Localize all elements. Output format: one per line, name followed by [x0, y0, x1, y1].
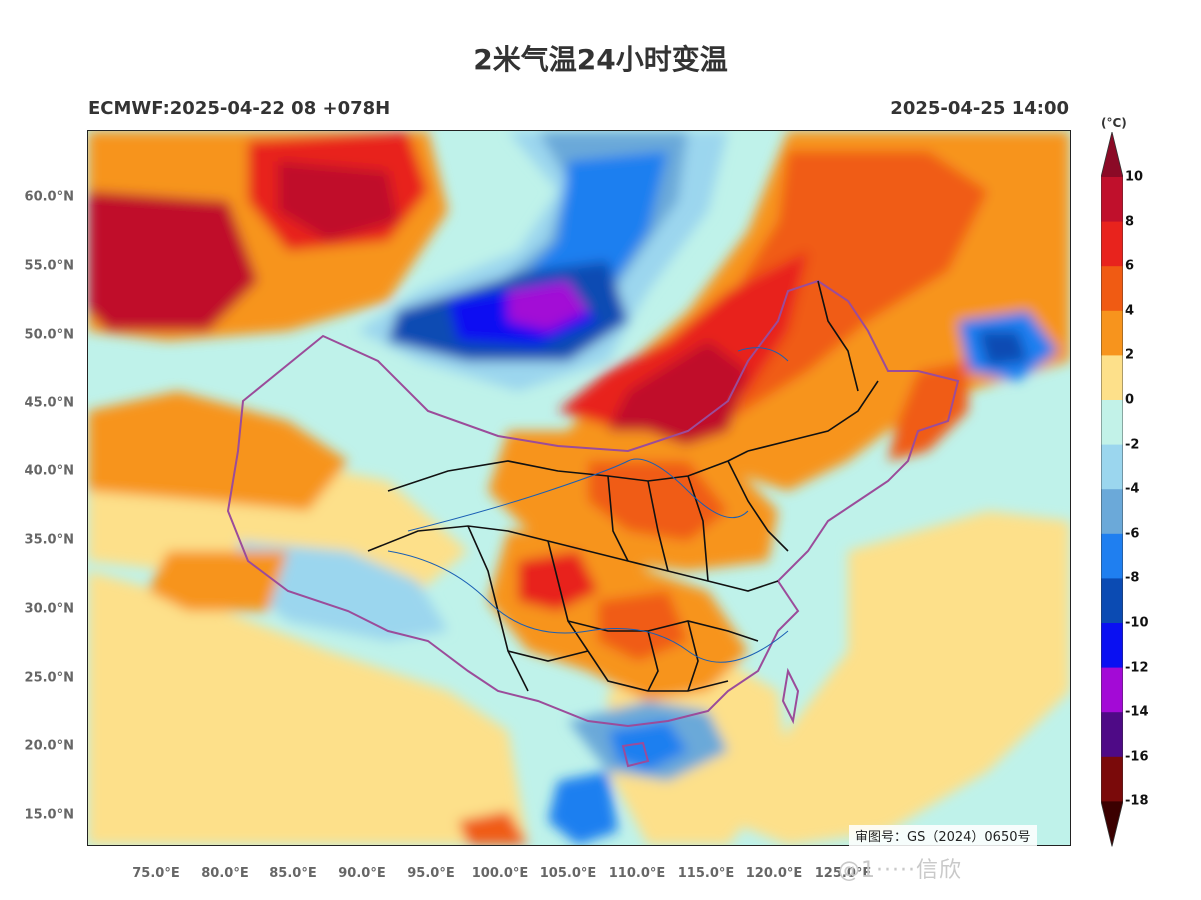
colorbar-segment	[1101, 489, 1123, 535]
colorbar-segment	[1101, 578, 1123, 624]
lat-label-25: 25.0°N	[24, 670, 74, 686]
colorbar-tick-label: 0	[1125, 392, 1135, 408]
colorbar-segment	[1101, 221, 1123, 267]
temperature-change-map	[87, 130, 1071, 846]
map-approval-credit: 审图号：GS（2024）0650号	[849, 825, 1037, 846]
colorbar-segment	[1101, 667, 1123, 713]
lat-label-40: 40.0°N	[24, 463, 74, 479]
map-title: 2米气温24小时变温	[473, 43, 728, 76]
lon-label-100: 100.0°E	[471, 866, 529, 881]
lat-label-20: 20.0°N	[24, 738, 74, 754]
colorbar-segment	[1101, 444, 1123, 490]
watermark-text: @1·····信欣	[838, 858, 962, 883]
colorbar-segment	[1101, 712, 1123, 758]
colorbar-tick-label: -2	[1125, 437, 1140, 453]
model-run-info: ECMWF:2025-04-22 08 +078H	[88, 98, 391, 119]
colorbar-segment	[1101, 756, 1123, 802]
lon-label-85: 85.0°E	[269, 866, 317, 881]
lon-label-90: 90.0°E	[338, 866, 386, 881]
lat-label-55: 55.0°N	[24, 258, 74, 274]
lat-label-15: 15.0°N	[24, 807, 74, 823]
colorbar-tick-label: 10	[1125, 169, 1144, 185]
colorbar-tick-label: -16	[1125, 749, 1149, 765]
colorbar-extend-bottom	[1101, 801, 1123, 847]
colorbar-segment	[1101, 623, 1123, 669]
colorbar-tick-label: -6	[1125, 526, 1140, 542]
colorbar-tick-label: -10	[1125, 615, 1149, 631]
lat-label-30: 30.0°N	[24, 601, 74, 617]
lat-label-35: 35.0°N	[24, 532, 74, 548]
colorbar-tick-label: -18	[1125, 793, 1149, 809]
lon-label-125: 125.0°E	[814, 866, 872, 881]
lon-label-110: 110.0°E	[608, 866, 666, 881]
colorbar-segment	[1101, 266, 1123, 312]
valid-time: 2025-04-25 14:00	[890, 98, 1069, 119]
colorbar-tick-label: 2	[1125, 347, 1135, 363]
colorbar-tick-label: -14	[1125, 704, 1149, 720]
lon-label-120: 120.0°E	[745, 866, 803, 881]
colorbar-tick-label: 8	[1125, 214, 1135, 230]
colorbar-tick-label: -8	[1125, 570, 1140, 586]
colorbar-segment	[1101, 355, 1123, 401]
colorbar-segment	[1101, 177, 1123, 223]
colorbar-unit: (°C)	[1101, 116, 1127, 130]
colorbar-tick-label: 4	[1125, 303, 1135, 319]
lon-label-75: 75.0°E	[132, 866, 180, 881]
lon-label-115: 115.0°E	[677, 866, 735, 881]
colorbar-segment	[1101, 400, 1123, 446]
lat-label-50: 50.0°N	[24, 327, 74, 343]
colorbar-segment	[1101, 533, 1123, 579]
lon-label-95: 95.0°E	[407, 866, 455, 881]
lat-label-45: 45.0°N	[24, 395, 74, 411]
colorbar-tick-label: -4	[1125, 481, 1140, 497]
lon-label-105: 105.0°E	[539, 866, 597, 881]
lat-label-60: 60.0°N	[24, 189, 74, 205]
colorbar-tick-label: -12	[1125, 660, 1149, 676]
colorbar	[1101, 132, 1123, 847]
lon-label-80: 80.0°E	[201, 866, 249, 881]
colorbar-segment	[1101, 310, 1123, 356]
colorbar-tick-label: 6	[1125, 258, 1135, 274]
colorbar-extend-top	[1101, 132, 1123, 177]
